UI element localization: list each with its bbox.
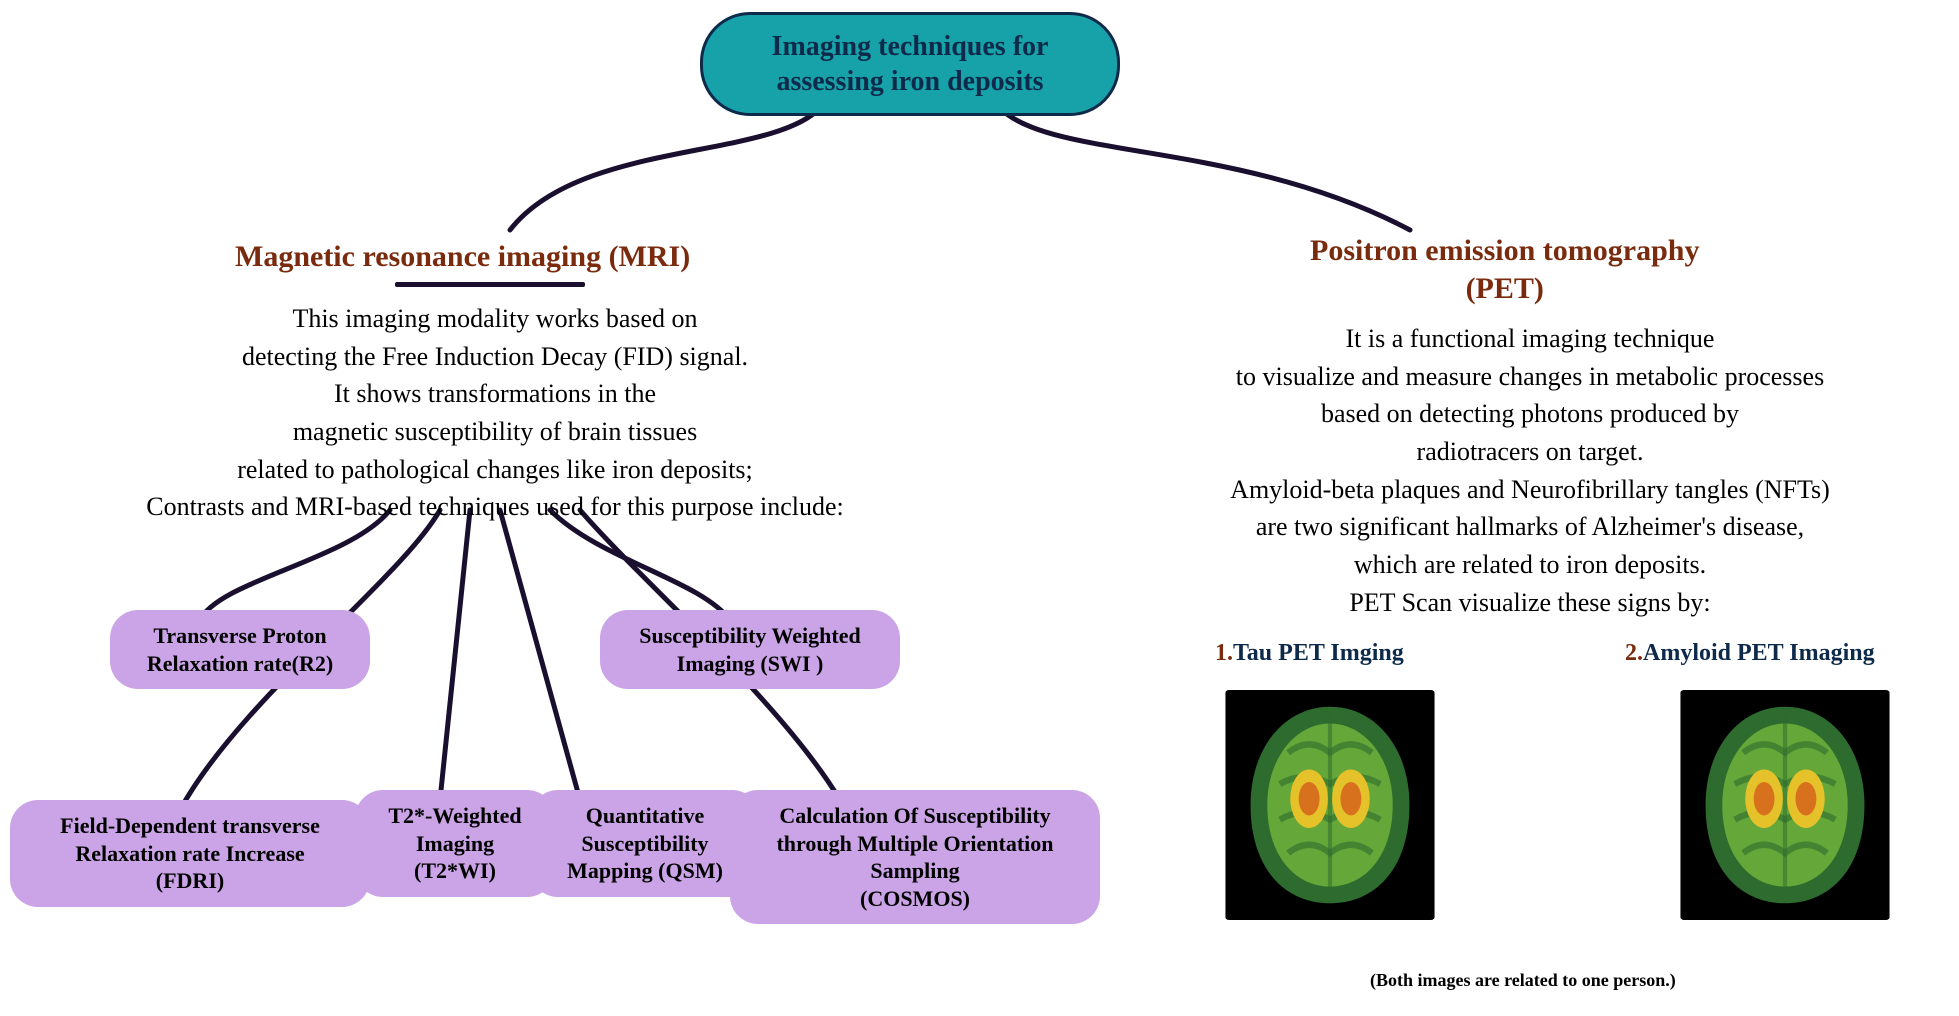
pet-method-number: 2. — [1625, 640, 1643, 666]
mri-description: This imaging modality works based ondete… — [100, 300, 890, 526]
pet-brain-image — [1680, 690, 1890, 920]
mri-technique-pill: Susceptibility WeightedImaging (SWI ) — [600, 610, 900, 689]
connector — [440, 510, 470, 800]
mri-technique-pill: Field-Dependent transverseRelaxation rat… — [10, 800, 370, 907]
pet-heading: Positron emission tomography(PET) — [1310, 232, 1699, 307]
pet-method-text: Amyloid PET Imaging — [1643, 640, 1875, 666]
mri-underline — [395, 282, 585, 287]
connector — [1000, 108, 1410, 230]
connector — [500, 510, 580, 800]
pet-method-label: 1.Tau PET Imging — [1215, 640, 1404, 667]
pet-caption: (Both images are related to one person.) — [1370, 970, 1676, 991]
pet-method-text: Tau PET Imging — [1233, 640, 1404, 666]
pet-method-label: 2.Amyloid PET Imaging — [1625, 640, 1875, 667]
connector — [510, 108, 820, 230]
mri-heading: Magnetic resonance imaging (MRI) — [235, 238, 690, 276]
connector — [200, 510, 390, 620]
root-node: Imaging techniques forassessing iron dep… — [700, 12, 1120, 116]
pet-method-number: 1. — [1215, 640, 1233, 666]
mri-technique-pill: Transverse ProtonRelaxation rate(R2) — [110, 610, 370, 689]
pet-brain-image — [1225, 690, 1435, 920]
mri-technique-pill: QuantitativeSusceptibilityMapping (QSM) — [530, 790, 760, 897]
pet-description: It is a functional imaging techniqueto v… — [1130, 320, 1930, 622]
mri-technique-pill: Calculation Of Susceptibilitythrough Mul… — [730, 790, 1100, 924]
connector — [550, 510, 730, 620]
mri-technique-pill: T2*-WeightedImaging(T2*WI) — [355, 790, 555, 897]
